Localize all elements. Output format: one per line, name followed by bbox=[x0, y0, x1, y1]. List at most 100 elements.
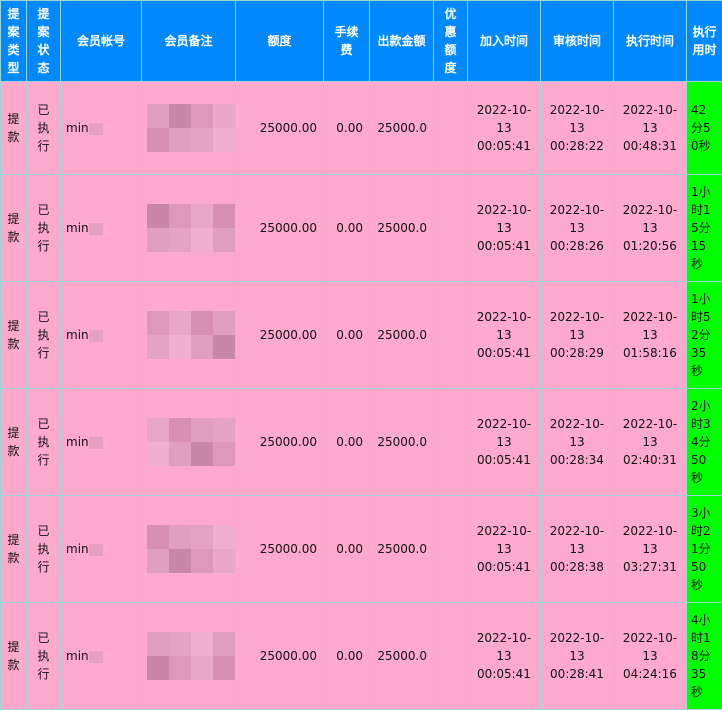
fee-value: 0.00 bbox=[336, 649, 363, 663]
cell-note bbox=[142, 175, 236, 282]
type-value: 提款 bbox=[7, 110, 21, 146]
column-header-label: 出款金额 bbox=[377, 34, 425, 48]
column-header-fee[interactable]: 手续费 bbox=[324, 1, 370, 82]
executed-value: 2022-10-13 04:24:16 bbox=[622, 629, 678, 683]
cell-payout: 25000.0 bbox=[370, 389, 434, 496]
column-header-label: 审核时间 bbox=[553, 34, 601, 48]
cell-note bbox=[142, 603, 236, 710]
added-value: 2022-10-13 00:05:41 bbox=[476, 201, 532, 255]
column-header-label: 手续费 bbox=[333, 23, 361, 59]
cell-type: 提款 bbox=[1, 389, 27, 496]
column-header-reviewed[interactable]: 审核时间 bbox=[541, 1, 614, 82]
cell-payout: 25000.0 bbox=[370, 496, 434, 603]
executed-value: 2022-10-13 01:20:56 bbox=[622, 201, 678, 255]
cell-duration: 2小时34分50秒 bbox=[687, 389, 722, 496]
type-value: 提款 bbox=[7, 317, 21, 353]
status-value: 已执行 bbox=[37, 308, 51, 362]
cell-amount: 25000.00 bbox=[236, 496, 324, 603]
cell-status: 已执行 bbox=[27, 282, 61, 389]
cell-account: min bbox=[61, 175, 142, 282]
cell-status: 已执行 bbox=[27, 175, 61, 282]
cell-fee: 0.00 bbox=[324, 175, 370, 282]
account-value: min bbox=[66, 328, 89, 342]
cell-duration: 3小时21分50秒 bbox=[687, 496, 722, 603]
cell-account: min bbox=[61, 389, 142, 496]
table-row[interactable]: 提款已执行 min 25000.00 0.00 25000.0 2022-10-13 00… bbox=[1, 175, 722, 282]
cell-executed: 2022-10-13 00:48:31 bbox=[614, 82, 687, 175]
column-header-executed[interactable]: 执行时间 bbox=[614, 1, 687, 82]
column-header-label: 执行用时 bbox=[691, 23, 719, 59]
executed-value: 2022-10-13 02:40:31 bbox=[622, 415, 678, 469]
cell-reviewed: 2022-10-13 00:28:26 bbox=[541, 175, 614, 282]
column-header-bonus[interactable]: 优惠额度 bbox=[434, 1, 468, 82]
cell-type: 提款 bbox=[1, 282, 27, 389]
column-header-note[interactable]: 会员备注 bbox=[142, 1, 236, 82]
column-header-label: 加入时间 bbox=[480, 34, 528, 48]
redacted-mosaic bbox=[147, 311, 235, 359]
payout-value: 25000.0 bbox=[377, 221, 427, 235]
status-value: 已执行 bbox=[37, 201, 51, 255]
cell-account: min bbox=[61, 603, 142, 710]
reviewed-value: 2022-10-13 00:28:26 bbox=[549, 201, 605, 255]
table-header: 提案类型提案状态会员帐号 会员备注 额度手续费 出款金额 优惠额度 加入时间 审核时间执行时… bbox=[1, 1, 722, 82]
column-header-status[interactable]: 提案状态 bbox=[27, 1, 61, 82]
column-header-account[interactable]: 会员帐号 bbox=[61, 1, 142, 82]
cell-account: min bbox=[61, 496, 142, 603]
reviewed-value: 2022-10-13 00:28:38 bbox=[549, 522, 605, 576]
status-value: 已执行 bbox=[37, 522, 51, 576]
cell-added: 2022-10-13 00:05:41 bbox=[468, 496, 541, 603]
added-value: 2022-10-13 00:05:41 bbox=[476, 101, 532, 155]
cell-bonus bbox=[434, 82, 468, 175]
cell-payout: 25000.0 bbox=[370, 82, 434, 175]
reviewed-value: 2022-10-13 00:28:22 bbox=[549, 101, 605, 155]
cell-note bbox=[142, 82, 236, 175]
cell-executed: 2022-10-13 02:40:31 bbox=[614, 389, 687, 496]
cell-added: 2022-10-13 00:05:41 bbox=[468, 603, 541, 710]
amount-value: 25000.00 bbox=[260, 435, 317, 449]
duration-value: 3小时21分50秒 bbox=[691, 504, 717, 594]
column-header-amount[interactable]: 额度 bbox=[236, 1, 324, 82]
cell-added: 2022-10-13 00:05:41 bbox=[468, 175, 541, 282]
cell-reviewed: 2022-10-13 00:28:22 bbox=[541, 82, 614, 175]
payout-value: 25000.0 bbox=[377, 649, 427, 663]
payout-value: 25000.0 bbox=[377, 121, 427, 135]
column-header-payout[interactable]: 出款金额 bbox=[370, 1, 434, 82]
cell-bonus bbox=[434, 389, 468, 496]
cell-type: 提款 bbox=[1, 603, 27, 710]
cell-type: 提款 bbox=[1, 175, 27, 282]
status-value: 已执行 bbox=[37, 415, 51, 469]
column-header-label: 会员备注 bbox=[164, 34, 212, 48]
redacted-mosaic bbox=[147, 104, 235, 152]
column-header-added[interactable]: 加入时间 bbox=[468, 1, 541, 82]
cell-fee: 0.00 bbox=[324, 496, 370, 603]
reviewed-value: 2022-10-13 00:28:41 bbox=[549, 629, 605, 683]
duration-value: 4小时18分35秒 bbox=[691, 611, 717, 701]
redacted-block bbox=[89, 544, 103, 556]
cell-note bbox=[142, 389, 236, 496]
status-value: 已执行 bbox=[37, 629, 51, 683]
account-value: min bbox=[66, 649, 89, 663]
redacted-mosaic bbox=[147, 632, 235, 680]
fee-value: 0.00 bbox=[336, 328, 363, 342]
cell-amount: 25000.00 bbox=[236, 175, 324, 282]
column-header-duration[interactable]: 执行用时 bbox=[687, 1, 722, 82]
account-value: min bbox=[66, 542, 89, 556]
column-header-type[interactable]: 提案类型 bbox=[1, 1, 27, 82]
cell-status: 已执行 bbox=[27, 603, 61, 710]
cell-payout: 25000.0 bbox=[370, 603, 434, 710]
column-header-label: 提案类型 bbox=[7, 5, 21, 77]
amount-value: 25000.00 bbox=[260, 221, 317, 235]
reviewed-value: 2022-10-13 00:28:34 bbox=[549, 415, 605, 469]
account-value: min bbox=[66, 121, 89, 135]
cell-fee: 0.00 bbox=[324, 282, 370, 389]
status-value: 已执行 bbox=[37, 101, 51, 155]
cell-executed: 2022-10-13 04:24:16 bbox=[614, 603, 687, 710]
redacted-block bbox=[89, 223, 103, 235]
column-header-label: 优惠额度 bbox=[444, 5, 458, 77]
